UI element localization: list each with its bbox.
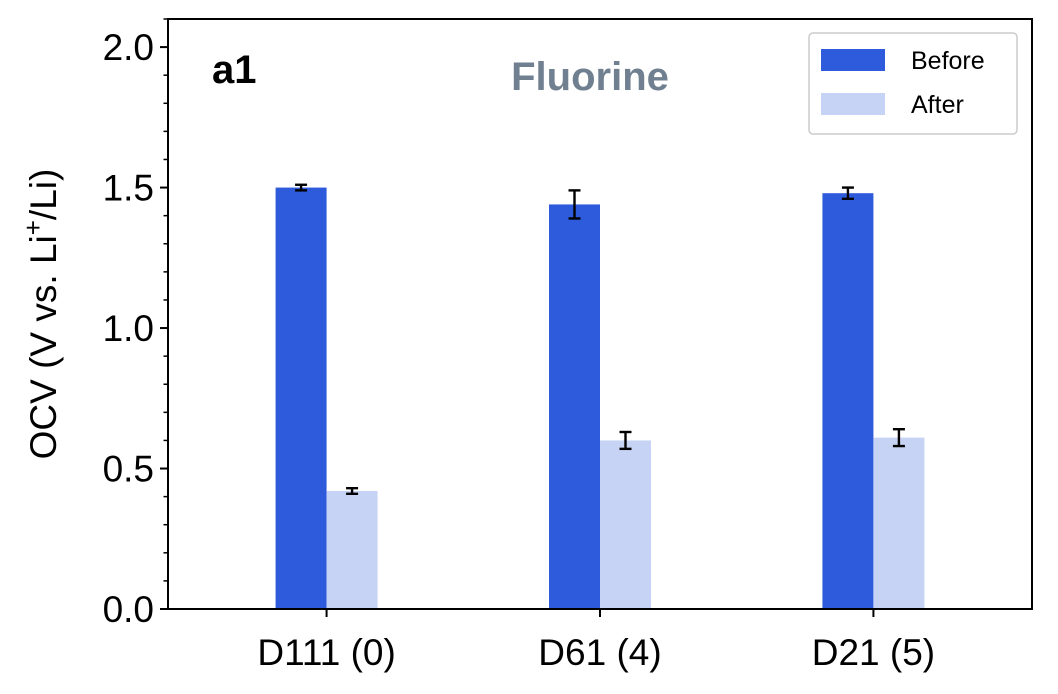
y-tick-label: 0.0	[103, 589, 154, 630]
y-tick-label: 1.0	[103, 308, 154, 349]
bars-layer	[275, 187, 925, 610]
x-tick-label: D111 (0)	[257, 632, 395, 673]
legend-label-after: After	[911, 91, 964, 119]
legend-swatch-before	[821, 49, 885, 71]
bar-before-2	[549, 204, 600, 609]
bar-after-3	[873, 437, 925, 609]
error-bar-after-2	[619, 430, 632, 451]
y-axis-label-main: OCV (V vs. Li	[23, 235, 64, 459]
legend: Before After	[808, 32, 1018, 135]
bar-before-1	[275, 187, 327, 610]
error-bar-after-3	[892, 427, 905, 448]
bar-after-1	[326, 491, 378, 609]
y-axis: 0.0 0.5 1.0 1.5 2.0	[103, 18, 168, 630]
bar-after-2	[600, 440, 651, 609]
y-axis-label-superscript: +	[18, 220, 48, 235]
error-bar-before-1	[295, 183, 308, 192]
error-bar-before-2	[568, 189, 581, 220]
y-tick-label: 1.5	[103, 168, 154, 209]
error-bar-after-1	[346, 486, 359, 496]
x-tick-label: D21 (5)	[812, 632, 935, 673]
error-bars-layer	[295, 183, 905, 496]
legend-label-before: Before	[911, 47, 985, 75]
error-bar-before-3	[841, 186, 854, 201]
chart-title: Fluorine	[511, 55, 669, 99]
y-tick-label: 2.0	[103, 27, 154, 68]
x-axis: D111 (0) D61 (4) D21 (5)	[257, 609, 935, 673]
x-tick-label: D61 (4)	[538, 632, 661, 673]
panel-label: a1	[212, 48, 257, 92]
y-tick-label: 0.5	[103, 449, 154, 490]
legend-swatch-after	[821, 93, 885, 115]
bar-before-3	[822, 193, 874, 609]
y-axis-label-end: /Li)	[23, 169, 64, 220]
y-axis-label: OCV (V vs. Li+/Li)	[18, 169, 64, 460]
